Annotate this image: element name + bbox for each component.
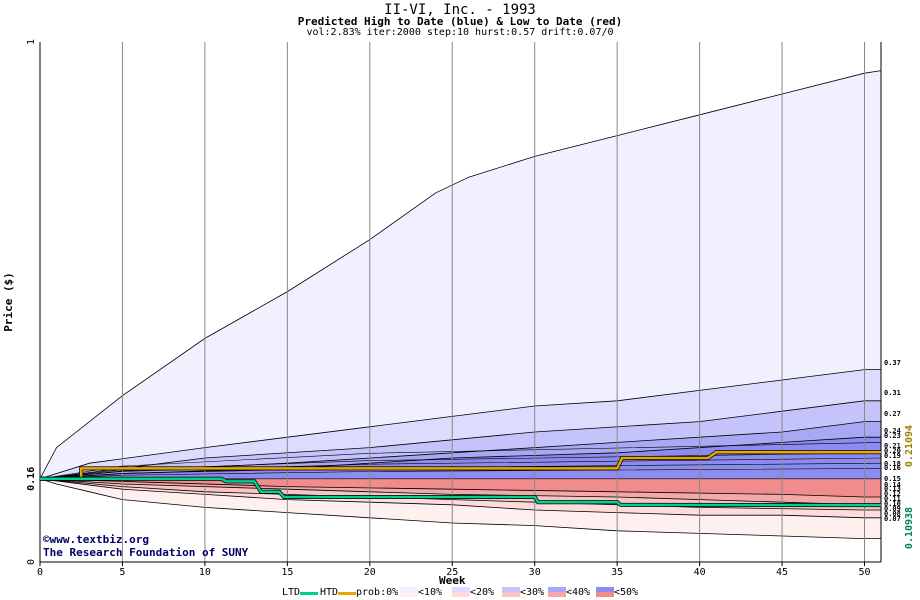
right-label-6: 0.20 bbox=[884, 447, 901, 455]
legend-htd-label: HTD bbox=[320, 587, 339, 598]
y-tick-label-1: 0.16 bbox=[26, 467, 37, 491]
chart-subtitle: Predicted High to Date (blue) & Low to D… bbox=[297, 15, 623, 28]
low-band-edge-2 bbox=[39, 478, 881, 519]
x-tick-label-15: 15 bbox=[281, 567, 293, 578]
right-label-18: 0.07 bbox=[884, 515, 901, 523]
right-label-17: 0.08 bbox=[884, 510, 901, 518]
legend-item-40: <40% bbox=[566, 587, 591, 598]
right-label-11: 0.14 bbox=[884, 481, 901, 489]
x-axis-label: Week bbox=[439, 574, 466, 587]
x-tick-label-30: 30 bbox=[529, 567, 541, 578]
legend-prob-label: prob:0% bbox=[356, 587, 399, 598]
chart-title: II-VI, Inc. - 1993 bbox=[384, 2, 536, 18]
right-label-4: 0.23 bbox=[884, 432, 901, 440]
y-axis-label: Price ($) bbox=[2, 272, 15, 332]
ltd-value-label: 0.10938 bbox=[904, 507, 915, 549]
right-label-3: 0.24 bbox=[884, 427, 901, 435]
legend-ltd-label: LTD bbox=[282, 587, 301, 598]
x-tick-label-10: 10 bbox=[199, 567, 211, 578]
legend-item-30: <30% bbox=[520, 587, 545, 598]
legend-swatch-20 bbox=[452, 587, 470, 597]
high-band-1 bbox=[40, 70, 881, 479]
right-label-5: 0.21 bbox=[884, 442, 901, 450]
right-label-12: 0.13 bbox=[884, 485, 901, 493]
right-label-7: 0.19 bbox=[884, 452, 901, 460]
x-tick-label-5: 5 bbox=[119, 567, 125, 578]
legend-swatch-30 bbox=[502, 587, 520, 597]
right-label-2: 0.27 bbox=[884, 410, 901, 418]
right-label-0: 0.37 bbox=[884, 359, 901, 367]
x-tick-label-45: 45 bbox=[776, 567, 788, 578]
right-label-10: 0.15 bbox=[884, 475, 901, 483]
legend-ltd-swatch bbox=[300, 592, 318, 595]
y-tick-label-2: 1 bbox=[26, 39, 37, 45]
htd-value-label: 0.21094 bbox=[904, 425, 915, 467]
x-tick-label-50: 50 bbox=[858, 567, 870, 578]
x-tick-label-0: 0 bbox=[37, 567, 43, 578]
right-label-14: 0.11 bbox=[884, 495, 901, 503]
chart-params: vol:2.83% iter:2000 step:10 hurst:0.57 d… bbox=[306, 27, 614, 38]
right-label-15: 0.10 bbox=[884, 500, 901, 508]
x-tick-label-25: 25 bbox=[446, 567, 458, 578]
x-tick-label-40: 40 bbox=[694, 567, 706, 578]
right-label-8: 0.18 bbox=[884, 460, 901, 468]
ltd-line bbox=[40, 477, 882, 507]
x-tick-label-35: 35 bbox=[611, 567, 623, 578]
right-label-16: 0.09 bbox=[884, 505, 901, 513]
right-label-9: 0.16 bbox=[884, 464, 901, 472]
y-tick-label-0: 0 bbox=[26, 559, 37, 565]
right-label-1: 0.31 bbox=[884, 389, 901, 397]
legend-swatch-10 bbox=[400, 587, 418, 597]
low-band-edge-1 bbox=[39, 478, 881, 539]
legend-item-10: <10% bbox=[418, 587, 443, 598]
legend-item-20: <20% bbox=[470, 587, 495, 598]
legend-swatch-50 bbox=[596, 587, 614, 597]
x-tick-label-20: 20 bbox=[364, 567, 376, 578]
legend-item-50: <50% bbox=[614, 587, 639, 598]
watermark-org: The Research Foundation of SUNY bbox=[43, 546, 249, 559]
right-label-13: 0.12 bbox=[884, 490, 901, 498]
legend-swatch-40 bbox=[548, 587, 566, 597]
high-band-edge-2 bbox=[39, 369, 881, 480]
watermark-url: ©www.textbiz.org bbox=[43, 533, 149, 546]
legend-htd-swatch bbox=[338, 592, 356, 595]
